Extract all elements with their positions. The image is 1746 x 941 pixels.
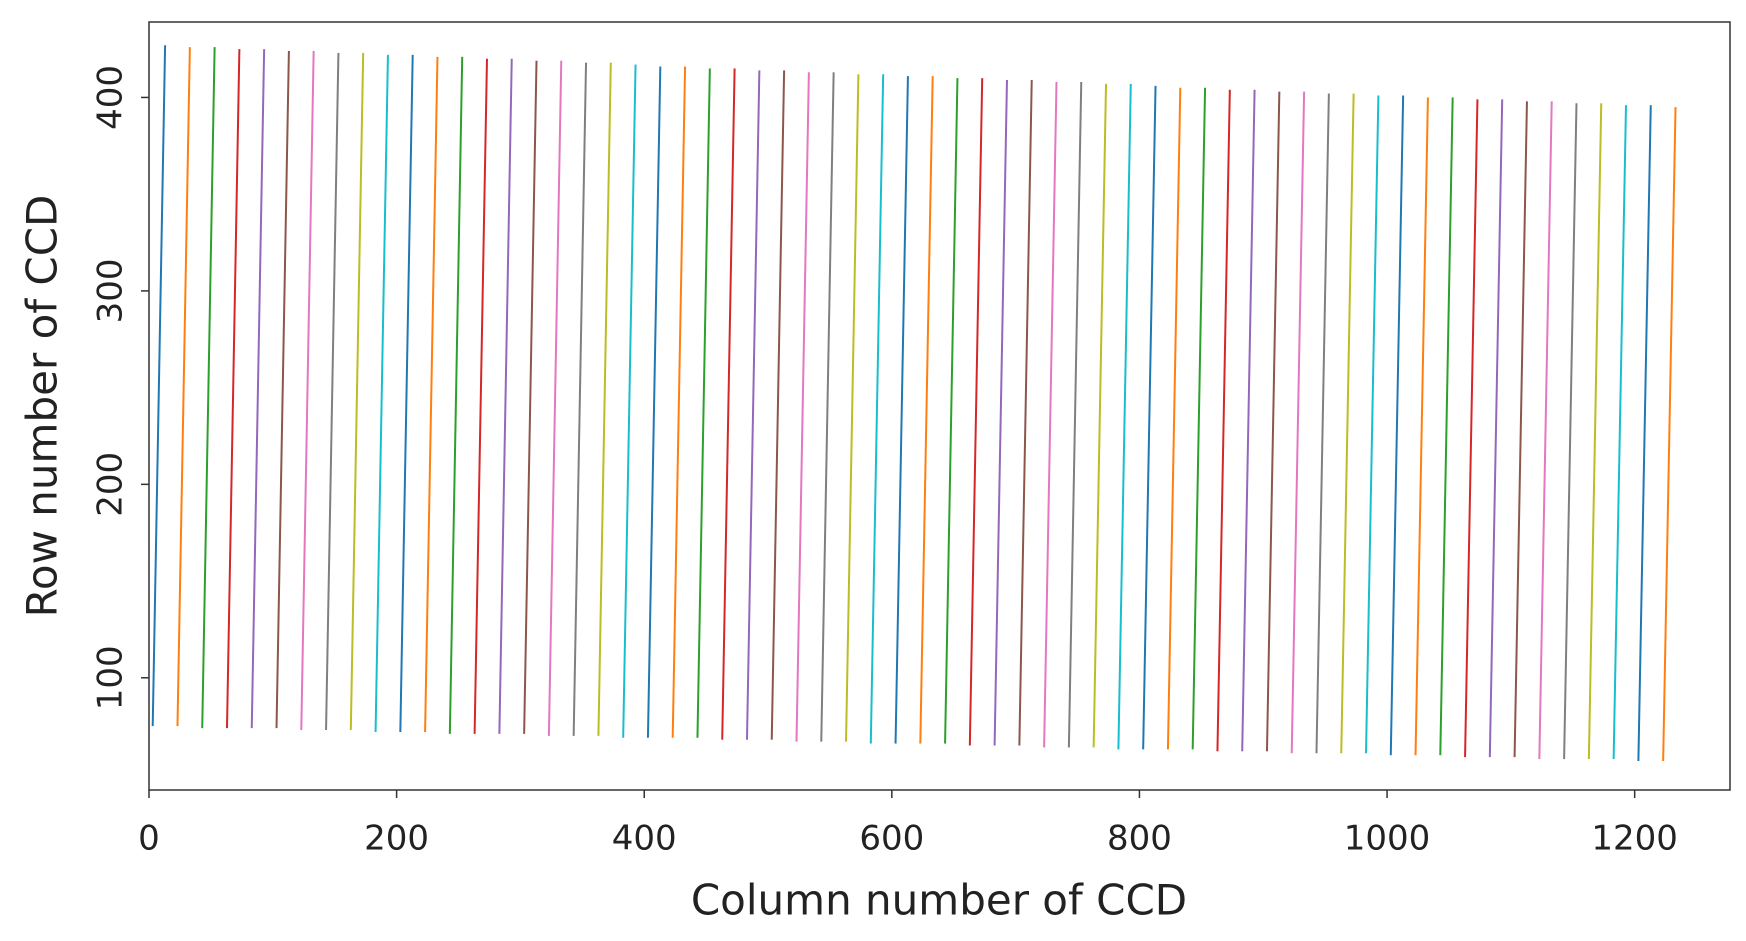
trace-line — [1067, 81, 1083, 748]
y-axis-label: Row number of CCD — [18, 195, 67, 618]
trace-line — [993, 80, 1008, 746]
trace-line — [671, 66, 687, 738]
trace-line — [1365, 95, 1380, 754]
trace-line — [795, 72, 810, 742]
plot-frame — [148, 21, 1731, 791]
trace-line — [151, 45, 167, 727]
trace-line — [250, 49, 266, 729]
x-tick-label: 0 — [138, 819, 160, 859]
x-axis-label: Column number of CCD — [691, 876, 1187, 925]
trace-line — [820, 72, 835, 742]
trace-line — [176, 47, 191, 727]
trace-line — [1513, 101, 1528, 758]
y-tick-label: 400 — [91, 65, 131, 130]
trace-line — [770, 70, 786, 740]
trace-line — [1612, 105, 1627, 760]
y-tick-label: 100 — [91, 645, 131, 710]
trace-line — [721, 68, 736, 740]
trace-line — [1092, 83, 1108, 748]
trace-line — [523, 60, 538, 734]
x-tick-label: 600 — [859, 819, 924, 859]
trace-line — [919, 76, 934, 744]
trace-line — [1464, 99, 1479, 758]
trace-line — [1414, 97, 1429, 756]
trace-line — [1538, 101, 1553, 760]
trace-line — [894, 76, 909, 744]
trace-line — [300, 50, 315, 731]
trace-line — [597, 62, 612, 736]
trace-line — [1563, 103, 1578, 760]
trace-line — [696, 68, 711, 738]
trace-line — [1166, 87, 1182, 750]
trace-line — [1142, 85, 1157, 750]
x-tick-label: 1000 — [1344, 819, 1431, 859]
trace-line — [1340, 93, 1355, 754]
y-tick-label: 200 — [91, 452, 131, 517]
trace-line — [1389, 95, 1405, 756]
x-tick-label: 400 — [612, 819, 677, 859]
trace-line — [1637, 105, 1652, 762]
trace-line — [1587, 103, 1603, 760]
trace-line — [1488, 99, 1504, 758]
trace-line — [325, 52, 340, 731]
trace-line — [473, 58, 488, 734]
trace-line — [225, 49, 241, 729]
trace-line — [1290, 91, 1306, 754]
trace-line — [424, 56, 439, 732]
trace-line — [498, 58, 513, 734]
trace-line — [448, 56, 464, 734]
x-tick-label: 1200 — [1591, 819, 1678, 859]
trace-line — [572, 62, 588, 736]
trace-line — [869, 74, 885, 744]
y-tick-label: 300 — [91, 258, 131, 323]
trace-line — [1439, 97, 1454, 756]
trace-line — [1241, 89, 1256, 752]
trace-line — [1117, 83, 1132, 750]
trace-line — [399, 54, 414, 732]
trace-line — [944, 78, 959, 744]
trace-line — [1018, 80, 1033, 746]
x-tick-label: 200 — [364, 819, 429, 859]
trace-line — [745, 70, 761, 740]
trace-line — [622, 64, 637, 738]
trace-line — [1315, 93, 1330, 754]
trace-line — [374, 54, 389, 732]
trace-line — [1191, 87, 1207, 750]
trace-line — [275, 50, 290, 729]
x-tick-label: 800 — [1107, 819, 1172, 859]
trace-line — [1265, 91, 1281, 752]
trace-line — [1662, 107, 1677, 762]
trace-line — [968, 78, 984, 746]
trace-line — [1216, 89, 1231, 752]
trace-line — [547, 60, 563, 736]
trace-line — [845, 74, 860, 742]
trace-line — [201, 47, 216, 729]
trace-line — [349, 52, 365, 731]
trace-line — [1043, 81, 1058, 748]
trace-line — [646, 66, 662, 738]
